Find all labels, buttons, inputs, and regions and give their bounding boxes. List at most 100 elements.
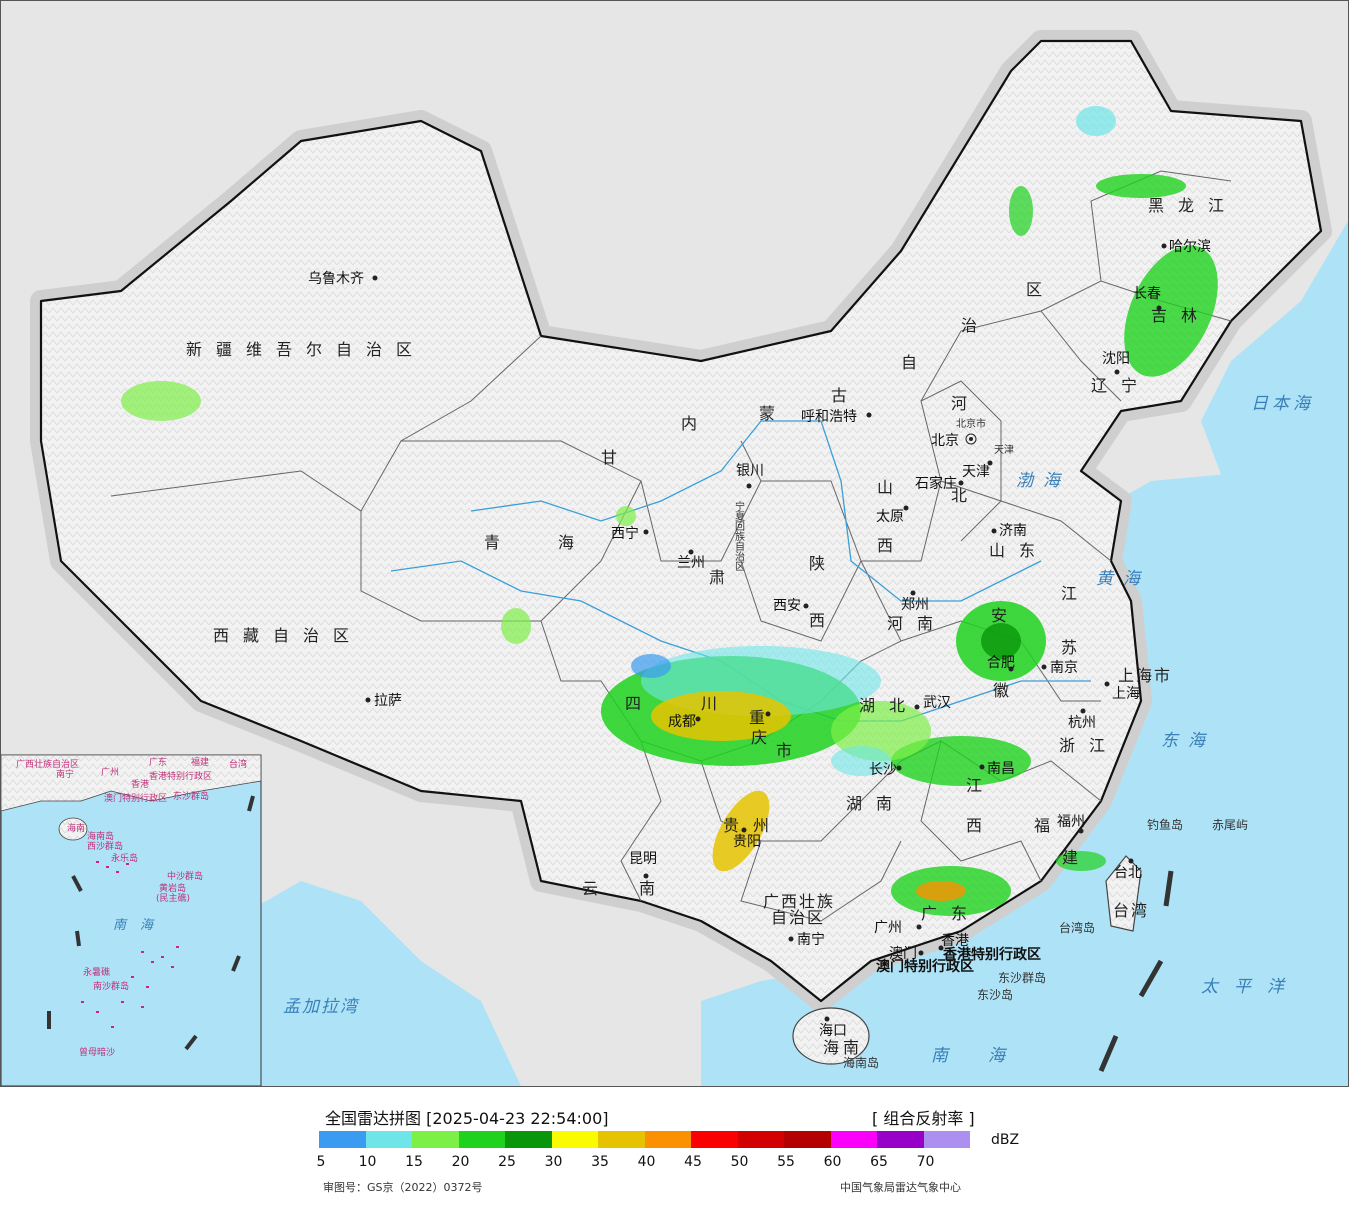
label-hubei: 湖北 <box>859 696 919 715</box>
label-zhejiang: 浙江 <box>1059 736 1119 755</box>
city-lanzhou: 兰州 <box>677 555 705 571</box>
label-taiwan: 台湾 <box>1113 901 1149 920</box>
inset-label-ns: 南沙群岛 <box>93 980 129 992</box>
legend-tick-label: 10 <box>358 1154 377 1170</box>
inset-label-hkspr: 香港特别行政区 <box>149 770 212 782</box>
inset-label-nn: 南宁 <box>56 768 74 780</box>
city-dot-tianjin <box>987 460 993 466</box>
city-dot-shenyang <box>1114 369 1120 375</box>
label-qinghai-1: 青 <box>484 533 514 552</box>
city-dot-zhengzhou <box>910 590 916 596</box>
label-yunnan-1: 云 <box>582 879 612 898</box>
label-shaanxi-2: 西 <box>809 611 839 630</box>
label-heilongjiang: 黑龙江 <box>1148 196 1238 215</box>
label-guizhou: 贵州 <box>723 816 783 835</box>
inset-label-yongshu: 永暑礁 <box>83 966 110 978</box>
city-shanghai: 上海 <box>1112 686 1140 702</box>
inset-label-hn: 海南 <box>67 822 85 834</box>
legend-title: 全国雷达拼图 [2025-04-23 22:54:00] <box>325 1109 609 1128</box>
legend-tick-label: 5 <box>316 1154 326 1170</box>
label-jiangxi-2: 西 <box>966 816 996 835</box>
city-dot-jinan <box>991 528 997 534</box>
city-guiyang: 贵阳 <box>733 834 761 850</box>
city-dot-macau <box>918 950 924 956</box>
city-lhasa: 拉萨 <box>374 693 402 709</box>
city-dot-fuzhou <box>1078 828 1084 834</box>
city-haikou: 海口 <box>819 1023 847 1039</box>
city-dot-hangzhou <box>1080 708 1086 714</box>
inset-label-mac: 澳门特别行政区 <box>104 792 167 804</box>
label-jiangsu-1: 江 <box>1061 584 1091 603</box>
label-sichuan-2: 川 <box>701 694 731 713</box>
legend-unit: dBZ <box>991 1132 1020 1148</box>
inset-label-zm: 曾母暗沙 <box>79 1046 115 1058</box>
sea-mengjiala: 孟加拉湾 <box>283 997 360 1017</box>
city-dot-taiyuan <box>903 505 909 511</box>
inset-label-fj: 福建 <box>191 756 209 768</box>
legend-approval: 审图号：GS京（2022）0372号 <box>323 1181 483 1194</box>
label-diaoyu: 钓鱼岛 <box>1147 817 1183 832</box>
label-hainan: 海南 <box>823 1038 863 1057</box>
city-dot-yinchuan <box>746 483 752 489</box>
legend-tick-label: 45 <box>684 1154 702 1170</box>
inset-label-hnd: 海南岛 <box>87 830 114 842</box>
city-shijiazhuang: 石家庄 <box>915 475 957 492</box>
city-dot-hefei <box>1008 666 1014 672</box>
inset-label-hy: 黄岩岛 <box>159 882 186 894</box>
inset-label-tw: 台湾 <box>229 758 247 770</box>
city-macau: 澳门 <box>889 946 917 962</box>
label-jilin: 吉林 <box>1151 306 1211 325</box>
city-dot-hohhot <box>866 412 872 418</box>
legend-tick-label: 50 <box>730 1154 749 1170</box>
city-nanjing: 南京 <box>1050 660 1078 676</box>
city-dot-lhasa <box>365 697 371 703</box>
city-nanning: 南宁 <box>797 931 825 948</box>
city-taibei: 台北 <box>1114 865 1142 881</box>
inset-label-zs: 中沙群岛 <box>167 870 203 882</box>
label-qinghai-2: 海 <box>558 533 588 552</box>
legend-swatch <box>505 1131 552 1148</box>
legend-swatch <box>644 1131 691 1148</box>
legend-swatch <box>923 1131 970 1148</box>
city-shenyang: 沈阳 <box>1102 351 1130 367</box>
legend-tick-label: 35 <box>591 1154 609 1170</box>
legend-swatch <box>319 1131 366 1148</box>
hainan-island <box>792 1007 870 1065</box>
city-dot-nanning <box>788 936 794 942</box>
city-changchun: 长春 <box>1133 286 1161 302</box>
legend-panel: 全国雷达拼图 [2025-04-23 22:54:00] [ 组合反射率 ] d… <box>0 1087 1349 1208</box>
city-dot-shijiazhuang <box>958 480 964 486</box>
taiwan-island <box>1105 855 1142 932</box>
inset-label-dsqd: 东沙群岛 <box>173 790 209 802</box>
legend-swatch <box>598 1131 645 1148</box>
sea-bohai: 渤海 <box>1016 471 1070 491</box>
city-taiyuan: 太原 <box>876 509 904 525</box>
legend-tick-label: 15 <box>405 1154 423 1170</box>
legend-tick-label: 25 <box>498 1154 516 1170</box>
inset-label-gx: 广西壮族自治区 <box>16 758 79 770</box>
sea-taipingyang: 太平洋 <box>1201 977 1300 997</box>
city-dot-nanjing <box>1041 664 1047 670</box>
city-dot-changsha <box>896 765 902 771</box>
legend-swatch <box>551 1131 598 1148</box>
label-yunnan-2: 南 <box>639 879 669 898</box>
label-anhui-1: 安 <box>991 606 1021 625</box>
legend-swatch <box>691 1131 738 1148</box>
label-neimeng-5: 治 <box>961 316 991 335</box>
city-dot-kunming <box>643 873 649 879</box>
label-neimeng-3: 古 <box>831 386 861 405</box>
legend-tick-label: 20 <box>451 1154 470 1170</box>
label-hebei-2: 北 <box>951 486 981 505</box>
label-shanghai: 上海市 <box>1118 666 1172 685</box>
label-gansu-1: 甘 <box>601 448 631 467</box>
sea-riben: 日本海 <box>1251 394 1314 414</box>
legend-swatch <box>458 1131 505 1148</box>
label-neimeng-1: 内 <box>681 414 711 433</box>
city-wuhan: 武汉 <box>923 695 951 711</box>
label-gansu-2: 肃 <box>709 568 739 587</box>
city-dot-wuhan <box>914 704 920 710</box>
city-dot-guangzhou <box>916 924 922 930</box>
city-dot-shanghai <box>1104 681 1110 687</box>
city-dot-nanchang <box>979 764 985 770</box>
label-chongqing-2: 庆 <box>751 728 781 747</box>
